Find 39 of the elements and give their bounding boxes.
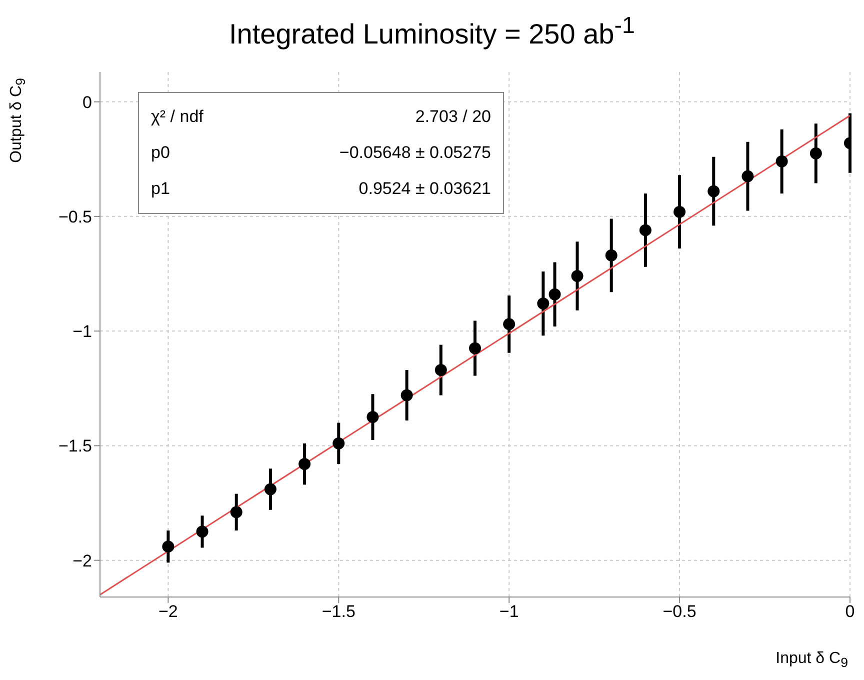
point: [469, 342, 481, 354]
point: [548, 288, 561, 300]
x-tick-label: −2: [158, 602, 178, 622]
point: [605, 249, 618, 262]
point: [742, 170, 754, 182]
point: [264, 483, 276, 496]
annotation: 2.703 / 20: [415, 106, 491, 128]
point: [571, 270, 584, 282]
annotation: 0.9524 ± 0.03621: [358, 178, 491, 200]
point: [810, 147, 822, 160]
x-tick-label: −0.5: [662, 602, 696, 622]
y-tick-label: −1: [72, 322, 92, 342]
annotation: χ² / ndf: [151, 106, 204, 128]
x-tick-label: 0: [845, 602, 855, 622]
point: [674, 206, 686, 218]
point: [708, 185, 720, 198]
chart-title: Integrated Luminosity = 250 ab$^{-1}$: [228, 12, 636, 50]
point: [230, 506, 242, 518]
x-tick-label: −1.5: [322, 602, 356, 622]
y-tick-label: −2: [72, 551, 92, 570]
annotation: p1: [151, 178, 170, 200]
point: [162, 540, 174, 553]
x-axis-title: Input δ C$_{9}$: [776, 650, 848, 670]
point: [196, 526, 208, 538]
y-tick-label: −0.5: [58, 207, 92, 226]
annotation: p0: [151, 142, 170, 164]
x-tick-label: −1: [499, 602, 519, 622]
y-tick-label: 0: [82, 92, 92, 112]
point: [400, 389, 413, 402]
point: [434, 364, 447, 376]
y-tick-label: −1.5: [58, 436, 92, 456]
point: [332, 437, 345, 450]
annotation: −0.05648 ± 0.05275: [339, 142, 491, 164]
point: [639, 224, 652, 236]
point: [503, 318, 516, 330]
point: [298, 458, 311, 470]
point: [537, 298, 550, 310]
point: [776, 155, 788, 168]
point: [366, 411, 379, 424]
